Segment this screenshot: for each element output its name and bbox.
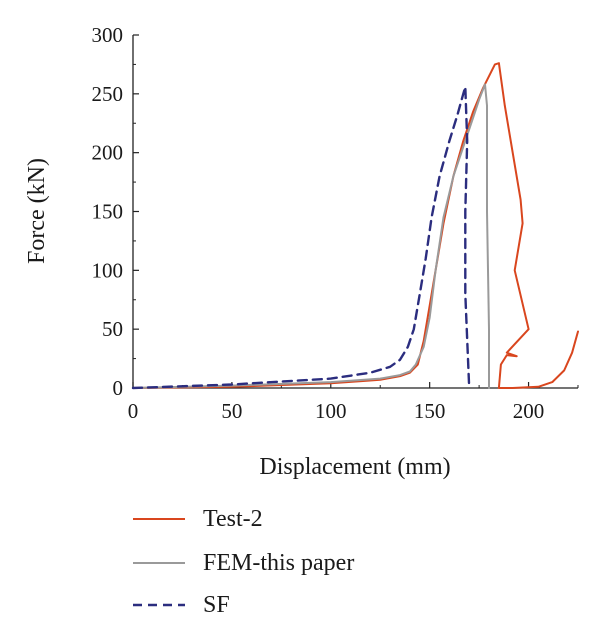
x-tick-label: 100: [315, 399, 347, 423]
x-tick-label: 200: [513, 399, 545, 423]
y-tick-label: 0: [113, 376, 124, 400]
series-line-1: [132, 62, 579, 389]
y-tick-label: 100: [92, 258, 124, 282]
legend-label-1: Test-2: [203, 506, 263, 532]
series-layer: [131, 62, 579, 390]
legend-label-2: FEM-this paper: [203, 550, 354, 576]
x-tick-label: 50: [221, 399, 242, 423]
y-tick-label: 200: [92, 141, 124, 165]
y-axis-label: Force (kN): [24, 158, 50, 264]
legend: Test-2 FEM-this paper SF: [133, 506, 354, 618]
y-tick-label: 50: [102, 317, 123, 341]
y-tick-label: 250: [92, 82, 124, 106]
x-tick-label: 0: [128, 399, 139, 423]
legend-label-3: SF: [203, 592, 230, 618]
x-axis-label: Displacement (mm): [259, 454, 450, 480]
x-tick-label: 150: [414, 399, 446, 423]
series-line-3: [131, 85, 471, 390]
y-tick-label: 300: [92, 23, 124, 47]
series-line-2: [132, 83, 490, 389]
y-tick-label: 150: [92, 200, 124, 224]
axes: 0 50 100 150 200 250 300 0 50 100 150 200: [92, 23, 579, 423]
